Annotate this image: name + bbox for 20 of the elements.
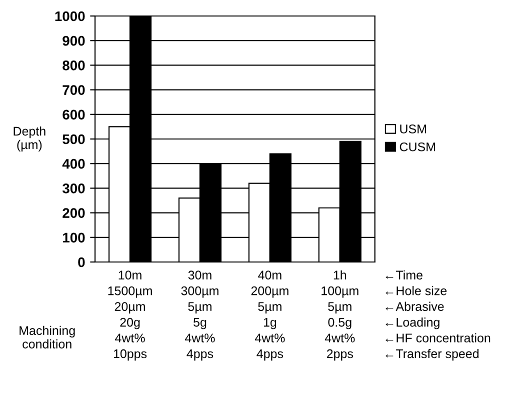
y-tick-label: 800 xyxy=(62,60,85,70)
x-tick-label: 1h 100µm 5µm 0.5g 4wt% 2pps xyxy=(322,270,358,361)
y-tick-label: 100 xyxy=(63,232,85,243)
y-tick-label: 0 xyxy=(78,257,85,268)
y-tick-label: 500 xyxy=(62,134,85,144)
y-tick-label: 400 xyxy=(62,158,85,169)
legend-label: CUSM xyxy=(400,142,436,152)
y-tick-label: 900 xyxy=(62,36,85,46)
legend-label: USM xyxy=(400,124,426,134)
y-axis-title: Depth (µm) xyxy=(14,126,46,152)
y-tick-label: 700 xyxy=(62,85,85,95)
y-tick-label: 300 xyxy=(62,184,85,194)
y-tick-label: 600 xyxy=(62,110,85,120)
text: ←Time ←Hole size ←Abrasive ←Loading ←HF concentration ←Transfer speed xyxy=(386,270,490,361)
y-tick-label: 200 xyxy=(62,208,85,218)
x-tick-label: 30m 300µm 5µm 5g 4wt% 4pps xyxy=(181,270,218,361)
y-tick-label: 1000 xyxy=(55,11,85,22)
x-tick-label: 10m 1500µm 20µm 20g 4wt% 10pps xyxy=(108,270,152,361)
text: Machining condition xyxy=(20,326,75,348)
x-tick-label: 40m 200µm 5µm 1g 4wt% 4pps xyxy=(251,270,288,361)
